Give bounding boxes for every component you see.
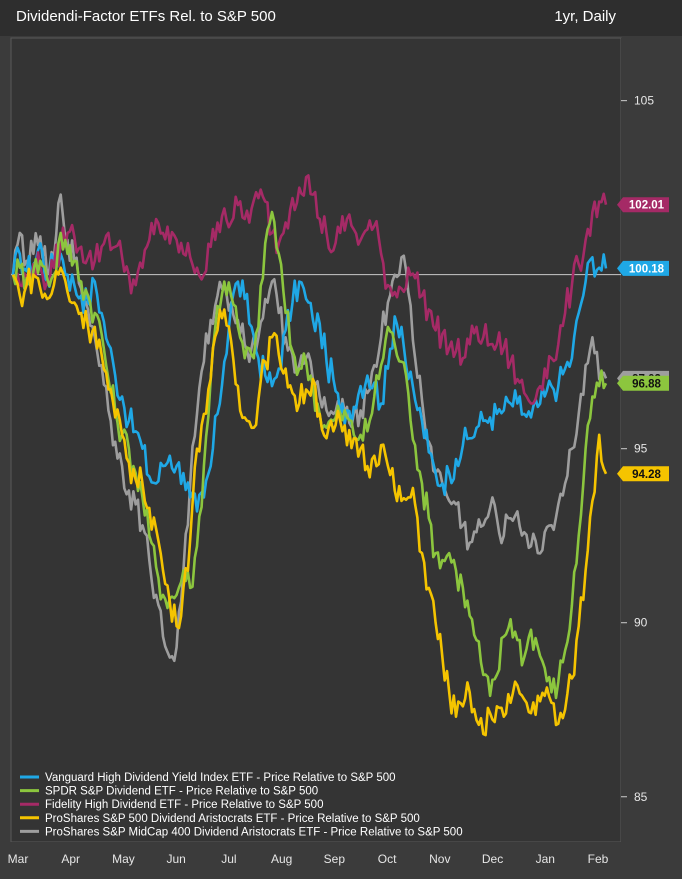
x-tick-label: Jul bbox=[221, 852, 236, 866]
legend-label: Fidelity High Dividend ETF - Price Relat… bbox=[45, 799, 323, 811]
legend-item: ProShares S&P MidCap 400 Dividend Aristo… bbox=[20, 826, 463, 838]
y-tick-label: 95 bbox=[634, 442, 648, 456]
x-axis-ticks: Mar Apr May Jun Jul Aug Sep Oct Nov Dec Jan Feb bbox=[8, 852, 609, 866]
chart-header: Dividendi-Factor ETFs Rel. to S&P 500 1y… bbox=[0, 0, 682, 36]
series-line bbox=[11, 193, 608, 663]
x-tick-label: Jun bbox=[167, 852, 186, 866]
badge-label: 96.88 bbox=[632, 378, 661, 390]
badge-shape bbox=[617, 197, 669, 213]
series-line bbox=[11, 174, 608, 405]
last-value-badge: 94.28 bbox=[617, 466, 669, 482]
legend: Vanguard High Dividend Yield Index ETF -… bbox=[20, 772, 463, 838]
badge-shape bbox=[617, 375, 669, 391]
chart-period: 1yr, Daily bbox=[554, 8, 616, 25]
legend-label: ProShares S&P 500 Dividend Aristocrats E… bbox=[45, 813, 420, 825]
x-tick-label: May bbox=[112, 852, 135, 866]
x-tick-label: Apr bbox=[61, 852, 80, 866]
legend-item: Fidelity High Dividend ETF - Price Relat… bbox=[20, 799, 323, 811]
series-group bbox=[11, 174, 608, 737]
x-tick-label: Aug bbox=[271, 852, 292, 866]
badge-label: 102.01 bbox=[629, 200, 665, 212]
x-tick-label: Jan bbox=[536, 852, 555, 866]
y-tick-label: 85 bbox=[634, 790, 648, 804]
y-tick-label: 105 bbox=[634, 94, 654, 108]
badge-label: 100.18 bbox=[629, 263, 665, 275]
y-tick-label: 90 bbox=[634, 616, 648, 630]
last-value-badge: 102.01 bbox=[617, 197, 669, 213]
last-value-badge: 100.18 bbox=[617, 260, 669, 276]
x-tick-label: Feb bbox=[588, 852, 609, 866]
series-line bbox=[11, 266, 608, 737]
last-value-badge: 96.88 bbox=[617, 375, 669, 391]
x-tick-label: Mar bbox=[8, 852, 29, 866]
plot-area bbox=[10, 37, 622, 843]
chart-title: Dividendi-Factor ETFs Rel. to S&P 500 bbox=[16, 8, 276, 25]
badge-label: 94.28 bbox=[632, 469, 661, 481]
legend-item: SPDR S&P Dividend ETF - Price Relative t… bbox=[20, 786, 318, 798]
x-tick-label: Dec bbox=[482, 852, 503, 866]
legend-item: ProShares S&P 500 Dividend Aristocrats E… bbox=[20, 813, 420, 825]
x-tick-label: Sep bbox=[324, 852, 346, 866]
legend-item: Vanguard High Dividend Yield Index ETF -… bbox=[20, 772, 396, 784]
badge-shape bbox=[617, 260, 669, 276]
x-tick-label: Oct bbox=[378, 852, 397, 866]
x-tick-label: Nov bbox=[429, 852, 450, 866]
legend-label: ProShares S&P MidCap 400 Dividend Aristo… bbox=[45, 826, 463, 838]
y-axis-panel bbox=[621, 38, 682, 842]
series-line bbox=[11, 242, 608, 513]
x-axis-panel bbox=[0, 842, 682, 879]
legend-label: SPDR S&P Dividend ETF - Price Relative t… bbox=[45, 786, 318, 798]
badge-shape bbox=[617, 466, 669, 482]
legend-label: Vanguard High Dividend Yield Index ETF -… bbox=[45, 772, 396, 784]
y-axis-ticks: 85 90 95 105 bbox=[621, 94, 654, 804]
